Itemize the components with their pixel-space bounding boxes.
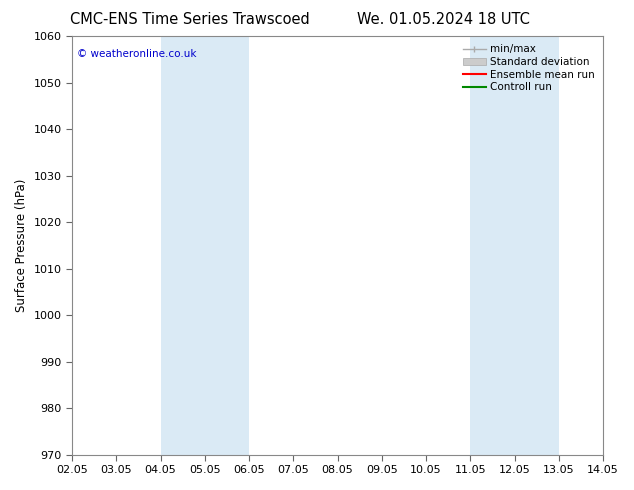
- Text: We. 01.05.2024 18 UTC: We. 01.05.2024 18 UTC: [358, 12, 530, 27]
- Legend: min/max, Standard deviation, Ensemble mean run, Controll run: min/max, Standard deviation, Ensemble me…: [460, 41, 598, 96]
- Y-axis label: Surface Pressure (hPa): Surface Pressure (hPa): [15, 179, 28, 312]
- Bar: [160, 36, 249, 455]
- Text: CMC-ENS Time Series Trawscoed: CMC-ENS Time Series Trawscoed: [70, 12, 310, 27]
- Bar: [470, 36, 559, 455]
- Text: © weatheronline.co.uk: © weatheronline.co.uk: [77, 49, 197, 59]
